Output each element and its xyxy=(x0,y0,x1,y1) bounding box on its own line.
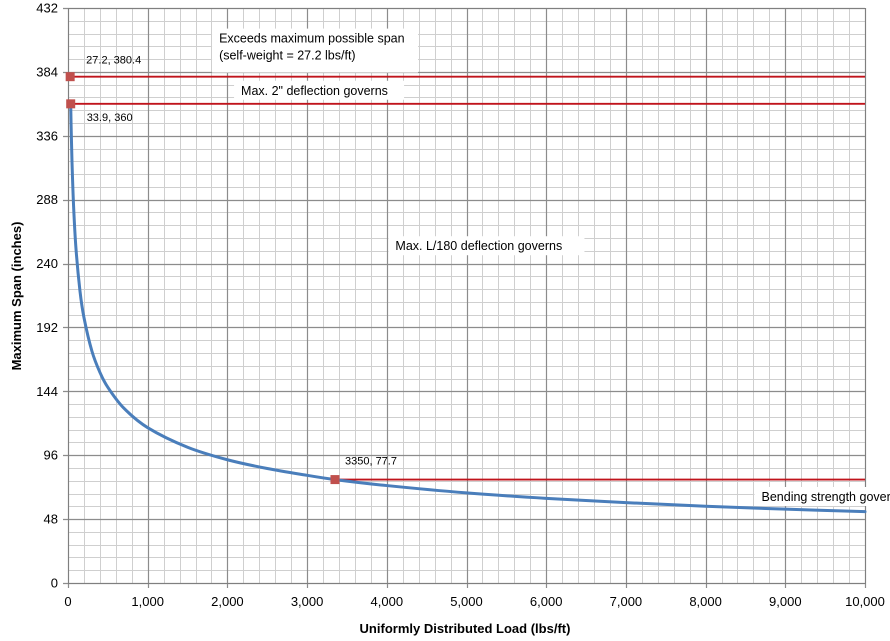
annotation-background xyxy=(388,236,585,256)
annotation-text: Exceeds maximum possible span xyxy=(219,32,405,46)
annotation-background xyxy=(234,80,405,100)
y-tick-label: 288 xyxy=(36,192,58,207)
x-tick-label: 3,000 xyxy=(291,594,324,609)
x-axis-title: Uniformly Distributed Load (lbs/ft) xyxy=(360,621,571,636)
annotation-bending-strength: Bending strength governs xyxy=(754,486,890,506)
marker-label: 33.9, 360 xyxy=(87,112,133,124)
x-tick-label: 0 xyxy=(64,594,71,609)
annotation-deflection-l180: Max. L/180 deflection governs xyxy=(388,236,585,256)
plot-area-frame xyxy=(68,8,866,584)
minor-grid xyxy=(68,8,865,583)
data-marker xyxy=(65,72,75,82)
x-tick-label: 6,000 xyxy=(530,594,563,609)
annotation-background xyxy=(754,486,890,506)
marker-label: 3350, 77.7 xyxy=(345,456,397,468)
y-tick-label: 432 xyxy=(36,1,58,16)
markers: 27.2, 380.4 33.9, 360 3350, 77.7 xyxy=(65,55,397,485)
x-axis-ticks: 0 1,000 2,000 3,000 4,000 5,000 6,000 7,000 8,00… xyxy=(64,594,885,609)
y-axis-title: Maximum Span (inches) xyxy=(9,222,24,371)
x-tick-label: 8,000 xyxy=(689,594,722,609)
y-tick-label: 96 xyxy=(44,448,58,463)
y-tick-label: 48 xyxy=(44,512,58,527)
y-tick-label: 240 xyxy=(36,256,58,271)
annotation-background xyxy=(212,28,419,73)
data-marker xyxy=(66,99,76,109)
annotations: Exceeds maximum possible span (self-weigh… xyxy=(212,28,890,506)
data-marker xyxy=(330,475,340,485)
annotation-deflection-2in: Max. 2" deflection governs xyxy=(234,80,405,100)
major-grid xyxy=(63,7,867,588)
annotation-text: Max. L/180 deflection governs xyxy=(395,239,562,253)
y-tick-label: 336 xyxy=(36,128,58,143)
x-tick-label: 10,000 xyxy=(845,594,885,609)
max-span-curve xyxy=(69,102,867,514)
x-tick-label: 2,000 xyxy=(211,594,244,609)
annotation-text: Bending strength governs xyxy=(762,490,890,504)
marker-label: 27.2, 380.4 xyxy=(86,55,141,67)
y-tick-label: 384 xyxy=(36,64,58,79)
x-tick-label: 5,000 xyxy=(450,594,483,609)
y-axis-ticks: 0 48 96 144 192 240 288 336 384 432 xyxy=(36,1,58,591)
x-tick-label: 1,000 xyxy=(131,594,164,609)
y-tick-label: 144 xyxy=(36,384,58,399)
annotation-exceeds-max-span: Exceeds maximum possible span (self-weigh… xyxy=(212,28,419,73)
y-tick-label: 192 xyxy=(36,320,58,335)
x-tick-label: 7,000 xyxy=(610,594,643,609)
x-tick-label: 9,000 xyxy=(769,594,802,609)
reference-lines xyxy=(70,75,865,481)
y-tick-label: 0 xyxy=(51,576,58,591)
annotation-text: Max. 2" deflection governs xyxy=(241,84,388,98)
annotation-text: (self-weight = 27.2 lbs/ft) xyxy=(219,49,356,63)
x-tick-label: 4,000 xyxy=(371,594,404,609)
